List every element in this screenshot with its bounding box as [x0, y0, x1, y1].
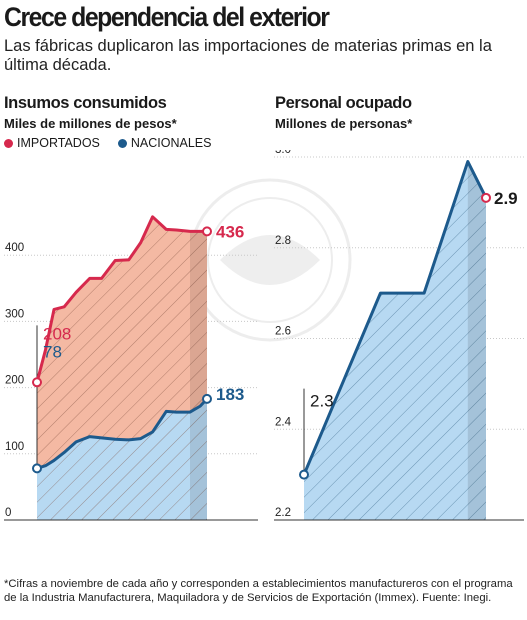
importados-start-label: 208: [43, 324, 71, 343]
insumos-chart: 01002003004002087843618320142024: [4, 215, 258, 521]
y-tick-label: 3.0: [275, 150, 291, 156]
personal-chart: 2.22.42.62.83.02.32.920142024: [274, 150, 524, 521]
right-chart-unit: Millones de personas*: [275, 116, 413, 131]
y-tick-label: 400: [5, 242, 24, 254]
legend-nacionales-label: NACIONALES: [130, 136, 212, 150]
latest-period-band: [467, 161, 486, 520]
left-chart-legend: IMPORTADOS NACIONALES: [4, 136, 229, 150]
personal-line: [302, 160, 488, 476]
y-tick-label: 100: [5, 441, 24, 453]
left-chart-unit: Miles de millones de pesos*: [4, 116, 177, 131]
nacionales-start-label: 78: [43, 342, 62, 361]
legend-nacionales: NACIONALES: [117, 136, 212, 150]
y-tick-label: 2.8: [275, 235, 291, 247]
personal-end-point: [481, 192, 491, 203]
y-tick-label: 2.4: [275, 416, 292, 428]
nacionales-start-point: [32, 463, 42, 474]
subheadline: Las fábricas duplicaron las importacione…: [4, 37, 492, 74]
y-tick-label: 0: [5, 507, 11, 519]
legend-importados-label: IMPORTADOS: [17, 136, 100, 150]
hatch-overlay: [304, 161, 486, 520]
personal-start-label: 2.3: [310, 392, 334, 411]
nacionales-end-label: 183: [216, 385, 244, 404]
y-tick-label: 200: [5, 375, 24, 387]
personal-end-label: 2.9: [494, 189, 518, 208]
legend-nacionales-swatch: [117, 138, 127, 148]
legend-importados-swatch: [4, 138, 13, 148]
importados-end-point: [202, 226, 212, 237]
y-tick-label: 300: [5, 308, 24, 320]
y-tick-label: 2.6: [275, 326, 291, 338]
left-chart-title: Insumos consumidos: [4, 94, 167, 112]
hatch-overlay: [37, 216, 207, 520]
nacionales-end-point: [202, 393, 212, 404]
right-chart-title: Personal ocupado: [275, 94, 412, 112]
legend-importados: IMPORTADOS: [4, 136, 100, 150]
footnote: *Cifras a noviembre de cada año y corres…: [4, 578, 513, 604]
y-tick-label: 2.2: [275, 507, 291, 519]
personal-start-point: [299, 469, 309, 480]
importados-line: [35, 215, 207, 383]
latest-period-band: [190, 231, 207, 521]
headline: Crece dependencia del exterior: [4, 2, 330, 32]
nacionales-line: [36, 397, 209, 470]
importados-end-label: 436: [216, 222, 244, 241]
importados-start-point: [32, 377, 42, 388]
